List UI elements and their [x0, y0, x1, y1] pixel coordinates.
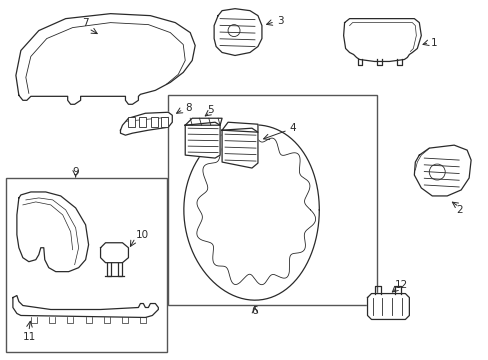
Polygon shape	[13, 296, 158, 318]
Text: 9: 9	[72, 167, 79, 177]
Polygon shape	[185, 122, 220, 158]
Polygon shape	[185, 118, 222, 125]
Bar	[128, 117, 135, 127]
Polygon shape	[120, 112, 172, 135]
Polygon shape	[183, 125, 319, 300]
Text: 4: 4	[289, 123, 296, 133]
Bar	[161, 117, 168, 127]
Text: 8: 8	[185, 103, 191, 113]
Text: 2: 2	[455, 205, 462, 215]
Bar	[151, 117, 158, 127]
Polygon shape	[17, 192, 88, 272]
Polygon shape	[222, 128, 258, 168]
Text: 7: 7	[82, 18, 89, 28]
Polygon shape	[367, 293, 408, 319]
Polygon shape	[222, 122, 258, 132]
Text: 1: 1	[430, 37, 437, 48]
Text: 10: 10	[135, 230, 148, 240]
Bar	[139, 117, 146, 127]
Text: 11: 11	[23, 332, 36, 342]
Text: 5: 5	[206, 105, 213, 115]
Bar	[168, 95, 377, 305]
Text: 12: 12	[394, 280, 407, 289]
Bar	[6, 178, 167, 352]
Polygon shape	[413, 145, 470, 196]
Text: 6: 6	[251, 306, 258, 316]
Text: 3: 3	[276, 15, 283, 26]
Polygon shape	[214, 9, 262, 55]
Polygon shape	[16, 14, 195, 104]
Polygon shape	[101, 243, 128, 263]
